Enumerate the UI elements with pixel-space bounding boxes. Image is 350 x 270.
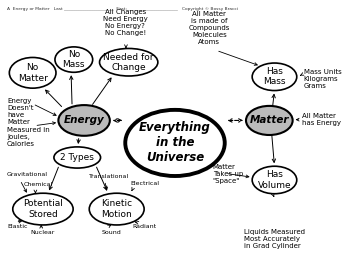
Text: All Changes
Need Energy
No Energy?
No Change!: All Changes Need Energy No Energy? No Ch… — [103, 9, 148, 36]
Ellipse shape — [125, 110, 225, 176]
Text: Nuclear: Nuclear — [30, 230, 55, 235]
Text: All Matter
has Energy: All Matter has Energy — [302, 113, 341, 126]
Ellipse shape — [89, 193, 144, 225]
Ellipse shape — [58, 105, 110, 136]
Ellipse shape — [13, 193, 73, 225]
Text: Kinetic
Motion: Kinetic Motion — [101, 199, 132, 219]
Text: Translational: Translational — [89, 174, 129, 179]
Text: Energy
Doesn't
have
Matter: Energy Doesn't have Matter — [7, 98, 34, 125]
Ellipse shape — [9, 58, 56, 88]
Text: Energy: Energy — [64, 116, 105, 126]
Text: Has
Mass: Has Mass — [263, 67, 286, 86]
Ellipse shape — [246, 106, 293, 135]
Ellipse shape — [55, 47, 93, 72]
Text: No
Mass: No Mass — [63, 50, 85, 69]
Text: Has
Volume: Has Volume — [258, 170, 291, 190]
Text: Chemical: Chemical — [23, 182, 52, 187]
Text: Liquids Measured
Most Accurately
in Grad Cylinder: Liquids Measured Most Accurately in Grad… — [244, 229, 304, 249]
Text: Radiant: Radiant — [132, 224, 156, 229]
Text: All Matter
is made of
Compounds
Molecules
Atoms: All Matter is made of Compounds Molecule… — [189, 11, 230, 45]
Text: Potential
Stored: Potential Stored — [23, 199, 63, 219]
Text: Gravitational: Gravitational — [6, 172, 47, 177]
Text: 2 Types: 2 Types — [60, 153, 94, 162]
Ellipse shape — [54, 147, 100, 168]
Text: Everything
in the
Universe: Everything in the Universe — [139, 122, 211, 164]
Text: Mass Units
Kilograms
Grams: Mass Units Kilograms Grams — [304, 69, 341, 89]
Ellipse shape — [252, 63, 297, 90]
Ellipse shape — [99, 49, 158, 76]
Text: Electrical: Electrical — [131, 181, 159, 186]
Text: A  Energy or Matter   Last ______________________  First: ______________________: A Energy or Matter Last ________________… — [7, 7, 238, 11]
Text: Elastic: Elastic — [7, 224, 27, 229]
Text: Sound: Sound — [101, 230, 121, 235]
Text: Matter
Takes up
"Space": Matter Takes up "Space" — [213, 164, 243, 184]
Text: Needed for
Change: Needed for Change — [104, 53, 154, 72]
Text: Measured in
Joules,
Calories: Measured in Joules, Calories — [7, 127, 50, 147]
Text: Matter: Matter — [250, 116, 289, 126]
Ellipse shape — [252, 166, 297, 194]
Text: No
Matter: No Matter — [18, 63, 48, 83]
